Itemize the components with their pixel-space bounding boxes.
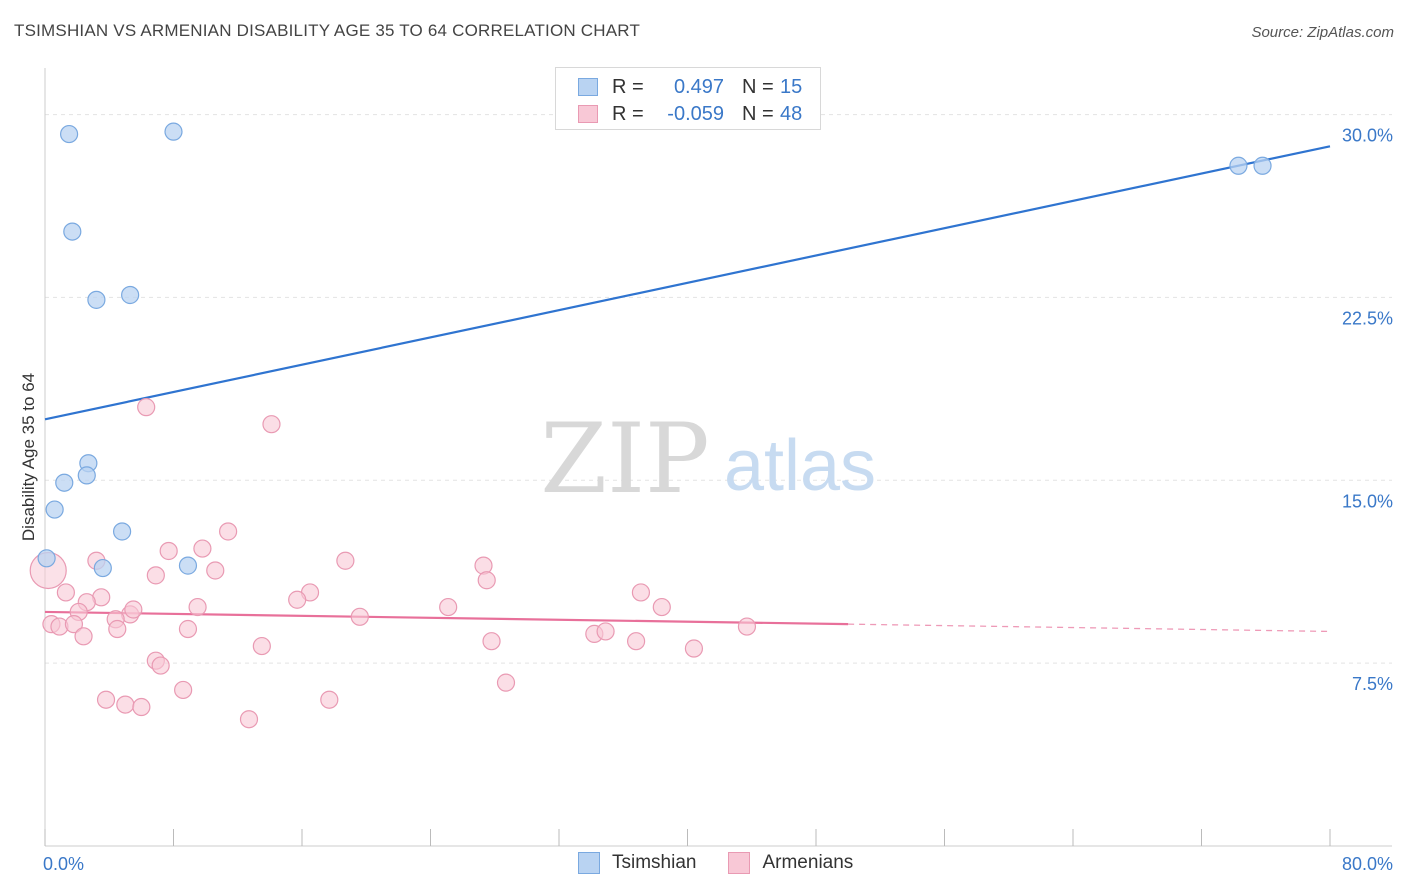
trend-lines — [44, 145, 1331, 633]
armenians-point — [178, 619, 198, 639]
y-tick-label: 15.0% — [1342, 491, 1393, 511]
armenians-trend-line — [44, 610, 849, 626]
legend-label-armenians: Armenians — [762, 852, 854, 873]
armenians-point — [262, 415, 281, 434]
armenians-legend-swatch — [728, 852, 751, 874]
n-value: 48 — [780, 102, 803, 125]
tsimshian-point — [59, 124, 79, 144]
chart-title: TSIMSHIAN VS ARMENIAN DISABILITY AGE 35 … — [14, 21, 641, 40]
armenians-point — [188, 597, 207, 617]
tsimshian-trend-line — [44, 145, 1331, 421]
armenians-point — [626, 632, 646, 651]
armenians-point — [336, 551, 355, 570]
armenians-point — [132, 697, 151, 717]
source-label: Source: ZipAtlas.com — [1251, 24, 1394, 41]
gridlines — [45, 114, 1392, 664]
tsimshian-point — [63, 222, 82, 241]
tsimshian-point — [45, 500, 64, 519]
armenians-point — [631, 583, 651, 602]
armenians-point — [206, 561, 225, 580]
armenians-point — [496, 673, 516, 692]
tsimshian-point — [37, 549, 56, 568]
tsimshian-point — [87, 290, 106, 309]
armenians-point — [116, 695, 135, 714]
armenians-point — [477, 571, 496, 590]
armenians-point — [350, 607, 369, 626]
r-label: R = — [612, 75, 644, 98]
tsimshian-point — [164, 122, 183, 141]
r-label: R = — [612, 102, 644, 125]
tsimshian-point — [55, 473, 74, 492]
data-points — [29, 122, 1272, 729]
tsimshian-legend-swatch — [578, 852, 600, 874]
armenians-point — [474, 556, 493, 575]
y-axis-label: Disability Age 35 to 64 — [19, 373, 38, 541]
series-legend: Tsimshian Armenians — [578, 852, 885, 874]
armenians-point — [239, 710, 259, 729]
armenians-point — [137, 398, 156, 417]
armenians-point — [439, 597, 458, 617]
watermark-atlas: atlas — [724, 426, 876, 506]
armenians-point — [108, 619, 127, 639]
armenians-point — [288, 590, 307, 609]
x-tick-label-max: 80.0% — [1342, 854, 1393, 874]
tsimshian-point — [1229, 156, 1248, 175]
armenians-point — [56, 583, 75, 602]
tsimshian-point — [93, 558, 112, 578]
armenians-point — [174, 680, 193, 700]
r-value: 0.497 — [673, 75, 724, 98]
tsimshian-point — [77, 466, 96, 485]
n-label: N = — [742, 75, 774, 98]
y-tick-label: 22.5% — [1342, 308, 1393, 328]
legend-item-armenians[interactable]: Armenians — [728, 852, 853, 874]
armenians-point — [124, 600, 143, 619]
armenians-point — [74, 627, 93, 646]
armenians-point — [151, 656, 170, 675]
armenians-point — [193, 539, 212, 558]
tsimshian-point — [112, 522, 132, 541]
armenians-point — [737, 617, 757, 636]
armenians-point — [684, 639, 704, 658]
stats-row-armenians: R = -0.059 N = 48 — [578, 101, 802, 127]
legend-label-tsimshian: Tsimshian — [612, 852, 697, 873]
y-tick-label: 30.0% — [1342, 126, 1393, 146]
tsimshian-point — [121, 285, 140, 305]
armenians-point — [252, 636, 271, 656]
tsimshian-swatch — [578, 78, 598, 96]
armenians-point — [159, 541, 178, 561]
n-value: 15 — [780, 75, 803, 98]
y-tick-label: 7.5% — [1352, 674, 1393, 694]
tsimshian-point — [178, 556, 198, 575]
armenians-point — [596, 622, 615, 641]
armenians-swatch — [578, 105, 598, 123]
armenians-point — [96, 690, 116, 709]
watermark: ZIP atlas — [540, 403, 876, 515]
armenians-point — [320, 690, 339, 709]
n-label: N = — [742, 102, 774, 125]
tsimshian-point — [1253, 156, 1272, 175]
armenians-point — [64, 615, 84, 634]
stats-legend: R = 0.497 N = 15 R = -0.059 N = 48 — [555, 67, 821, 130]
watermark-zip: ZIP — [540, 403, 709, 515]
axes: 7.5% 15.0% 22.5% 30.0% 0.0% 80.0% — [43, 68, 1393, 874]
r-value: -0.059 — [667, 102, 724, 125]
armenians-trend-extension — [848, 623, 1331, 633]
armenians-point — [146, 566, 165, 585]
armenians-point — [482, 632, 501, 651]
stats-row-tsimshian: R = 0.497 N = 15 — [578, 74, 802, 100]
armenians-point — [219, 522, 238, 541]
armenians-point — [652, 597, 671, 617]
x-tick-label-min: 0.0% — [43, 854, 84, 874]
legend-item-tsimshian[interactable]: Tsimshian — [578, 852, 696, 874]
